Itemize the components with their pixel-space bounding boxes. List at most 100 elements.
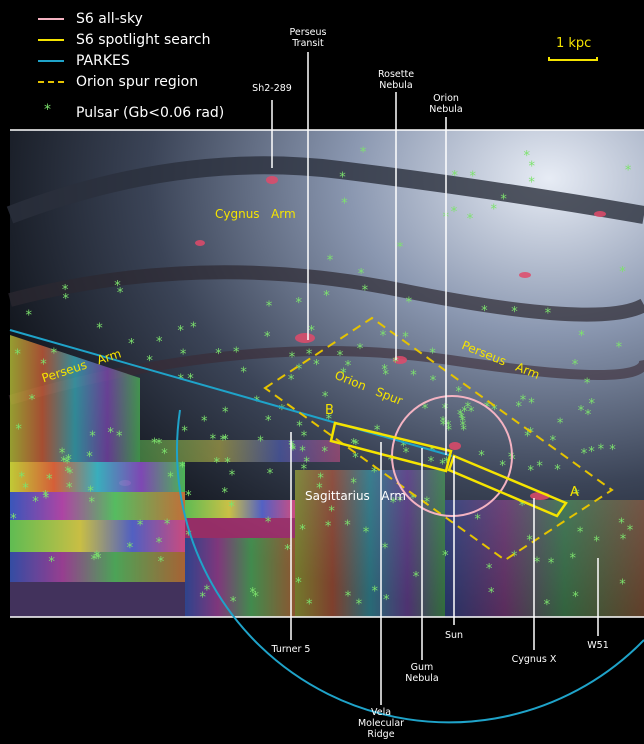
label-cygnus-x: Cygnus X <box>511 654 557 665</box>
pulsar-marker: * <box>299 445 306 460</box>
pulsar-marker: * <box>402 330 409 345</box>
pulsar-marker: * <box>341 197 348 212</box>
pulsar-marker: * <box>89 430 96 445</box>
pulsar-marker: * <box>578 404 585 419</box>
pulsar-marker: * <box>229 468 236 483</box>
pulsar-marker: * <box>573 488 580 503</box>
pulsar-marker: * <box>32 495 39 510</box>
pulsar-marker: * <box>156 437 163 452</box>
pulsar-marker: * <box>295 576 302 591</box>
pulsar-marker: * <box>250 586 257 601</box>
pulsar-marker: * <box>296 296 303 311</box>
pulsar-marker: * <box>128 337 135 352</box>
pulsar-marker: * <box>534 555 541 570</box>
pulsar-marker: * <box>488 586 495 601</box>
pulsar-marker: * <box>392 355 399 370</box>
pulsar-marker: * <box>429 444 436 459</box>
pulsar-marker: * <box>381 363 388 378</box>
pulsar-marker: * <box>584 376 591 391</box>
pulsar-marker: * <box>443 456 450 471</box>
pulsar-marker: * <box>511 549 518 564</box>
pulsar-marker: * <box>328 505 335 520</box>
pulsar-marker: * <box>380 329 387 344</box>
pulsar-marker: * <box>95 552 102 567</box>
pulsar-marker: * <box>625 164 632 179</box>
pulsar-marker: * <box>511 305 518 320</box>
s6-all-sky-swatch <box>38 18 64 20</box>
pulsar-marker: * <box>371 466 378 481</box>
pulsar-marker: * <box>548 557 555 572</box>
pulsar-marker: * <box>64 457 71 472</box>
pulsar-marker: * <box>372 584 379 599</box>
pulsar-marker: * <box>578 329 585 344</box>
pulsar-marker: * <box>63 292 70 307</box>
pulsar-marker: * <box>406 295 413 310</box>
label-turner-5: Turner 5 <box>271 644 311 655</box>
pulsar-star-icon: * <box>44 102 51 118</box>
pulsar-marker: * <box>254 395 261 410</box>
pulsar-marker: * <box>465 400 472 415</box>
pulsar-marker: * <box>524 429 531 444</box>
pulsar-marker: * <box>264 330 271 345</box>
pulsar-marker: * <box>156 335 163 350</box>
pulsar-marker: * <box>442 549 449 564</box>
orion-spur-swatch <box>38 81 64 83</box>
pulsar-marker: * <box>468 405 475 420</box>
pulsar-marker: * <box>337 349 344 364</box>
legend-label: Orion spur region <box>76 74 199 90</box>
pulsar-marker: * <box>390 496 397 511</box>
pulsar-marker: * <box>65 465 72 480</box>
pulsar-marker: * <box>351 437 358 452</box>
pulsar-marker: * <box>410 369 417 384</box>
pulsar-marker: * <box>461 405 468 420</box>
label-perseus-transit: Perseus Transit <box>289 27 327 49</box>
pulsar-marker: * <box>214 456 221 471</box>
pulsar-marker: * <box>550 434 557 449</box>
pulsar-marker: * <box>164 518 171 533</box>
pulsar-marker: * <box>222 486 229 501</box>
pulsar-marker: * <box>516 400 523 415</box>
pulsar-marker: * <box>265 414 272 429</box>
pulsar-marker: * <box>265 516 272 531</box>
label-sun: Sun <box>444 630 464 641</box>
pulsar-marker: * <box>529 160 536 175</box>
pulsar-marker: * <box>266 300 273 315</box>
pulsar-marker: * <box>86 450 93 465</box>
pulsar-marker: * <box>446 424 453 439</box>
pulsar-marker: * <box>230 595 237 610</box>
spotlight-marker-a: A <box>570 485 579 500</box>
pulsar-marker: * <box>459 414 466 429</box>
pulsar-marker: * <box>491 403 498 418</box>
pulsar-marker: * <box>284 543 291 558</box>
pulsar-marker: * <box>383 593 390 608</box>
pulsar-marker: * <box>48 555 55 570</box>
pulsar-marker: * <box>59 446 66 461</box>
pulsar-marker: * <box>26 308 33 323</box>
pulsar-marker: * <box>350 476 357 491</box>
pulsar-marker: * <box>22 482 29 497</box>
pulsar-marker: * <box>572 358 579 373</box>
pulsar-marker: * <box>474 513 481 528</box>
pulsar-marker: * <box>313 358 320 373</box>
pulsar-marker: * <box>296 419 303 434</box>
pulsar-marker: * <box>397 494 404 509</box>
pulsar-marker: * <box>598 443 605 458</box>
pulsar-marker: * <box>62 283 69 298</box>
pulsar-marker: * <box>357 342 364 357</box>
pulsar-marker: * <box>296 363 303 378</box>
pulsar-marker: * <box>467 212 474 227</box>
pulsar-marker: * <box>442 402 449 417</box>
pulsar-marker: * <box>388 453 395 468</box>
pulsar-marker: * <box>301 463 308 478</box>
pulsar-marker: * <box>46 473 53 488</box>
pulsar-marker: * <box>345 359 352 374</box>
pulsar-marker: * <box>316 482 323 497</box>
pulsar-marker: * <box>220 434 227 449</box>
pulsar-marker: * <box>352 451 359 466</box>
pulsar-marker: * <box>290 444 297 459</box>
pulsar-marker: * <box>491 202 498 217</box>
spotlight-box-a <box>447 454 568 518</box>
pulsar-marker: * <box>187 372 194 387</box>
pulsar-marker: * <box>185 489 192 504</box>
pulsar-marker: * <box>400 440 407 455</box>
